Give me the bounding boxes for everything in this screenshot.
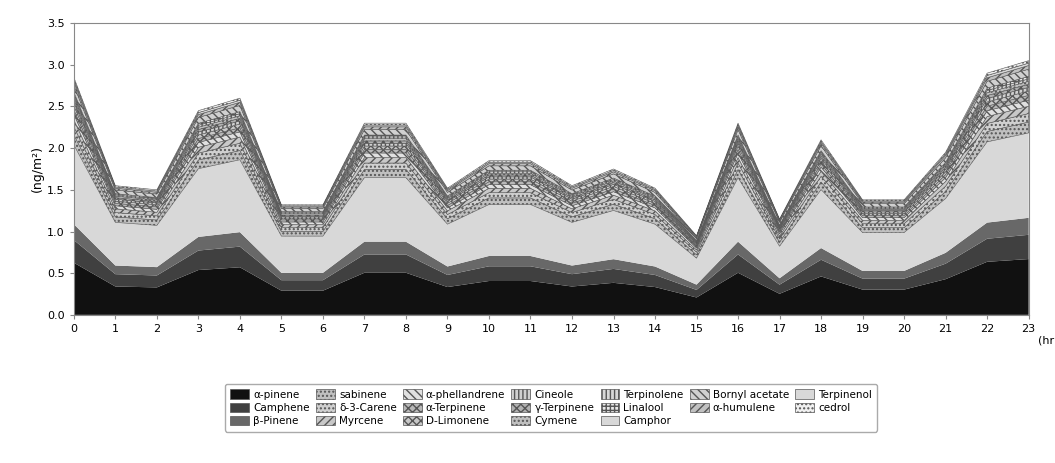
Text: (hr): (hr) [1038,335,1055,345]
Y-axis label: (ng/m²): (ng/m²) [32,145,44,193]
Legend: α-pinene, Camphene, β-Pinene, sabinene, δ-3-Carene, Myrcene, α-phellandrene, α-T: α-pinene, Camphene, β-Pinene, sabinene, … [225,384,878,432]
